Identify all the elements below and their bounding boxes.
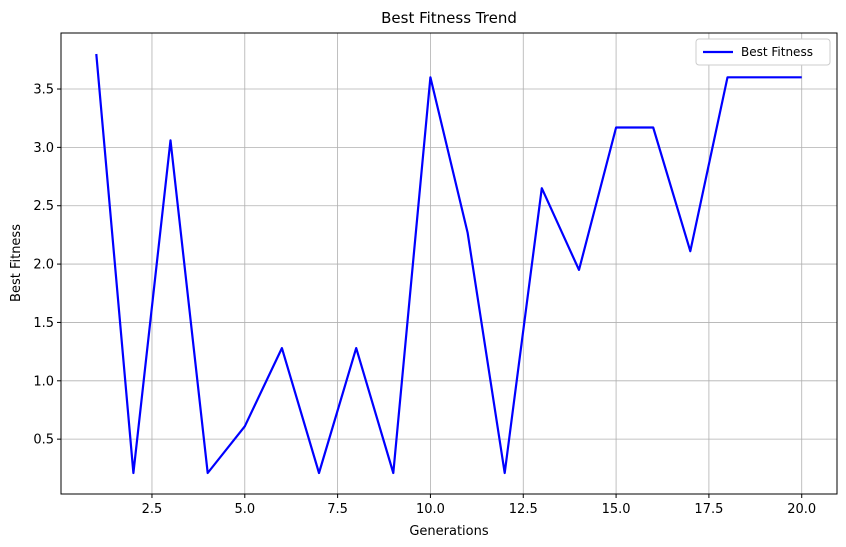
y-axis-label: Best Fitness: [9, 224, 24, 302]
series-layer: [95, 53, 802, 475]
x-tick-label: 10.0: [416, 502, 445, 517]
y-tick-label: 1.0: [33, 374, 54, 389]
legend-label: Best Fitness: [741, 45, 813, 59]
chart-title: Best Fitness Trend: [381, 9, 517, 27]
x-tick-label: 7.5: [327, 502, 348, 517]
series-line-best-fitness: [95, 53, 802, 475]
y-tick-label: 3.0: [33, 141, 54, 156]
legend: Best Fitness: [695, 38, 831, 66]
x-tick-label: 12.5: [509, 502, 538, 517]
y-tick-label: 2.0: [33, 258, 54, 273]
x-tick-label: 5.0: [234, 502, 255, 517]
x-tick-label: 15.0: [602, 502, 631, 517]
y-tick-label: 0.5: [33, 433, 54, 448]
y-tick-label: 2.5: [33, 199, 54, 214]
x-tick-label: 20.0: [787, 502, 816, 517]
grid-lines: [61, 33, 837, 494]
x-axis-label: Generations: [409, 524, 489, 539]
y-tick-label: 3.5: [33, 83, 54, 98]
legend-box: [695, 38, 831, 66]
x-tick-label: 2.5: [142, 502, 163, 517]
y-tick-label: 1.5: [33, 316, 54, 331]
plot-frame: [60, 32, 838, 495]
axis-ticks: 2.5 5.0 7.5 10.0 12.5 15.0 17.5 20.0 0.5 1.0 1.5 2.…: [33, 83, 816, 517]
x-tick-label: 17.5: [694, 502, 723, 517]
